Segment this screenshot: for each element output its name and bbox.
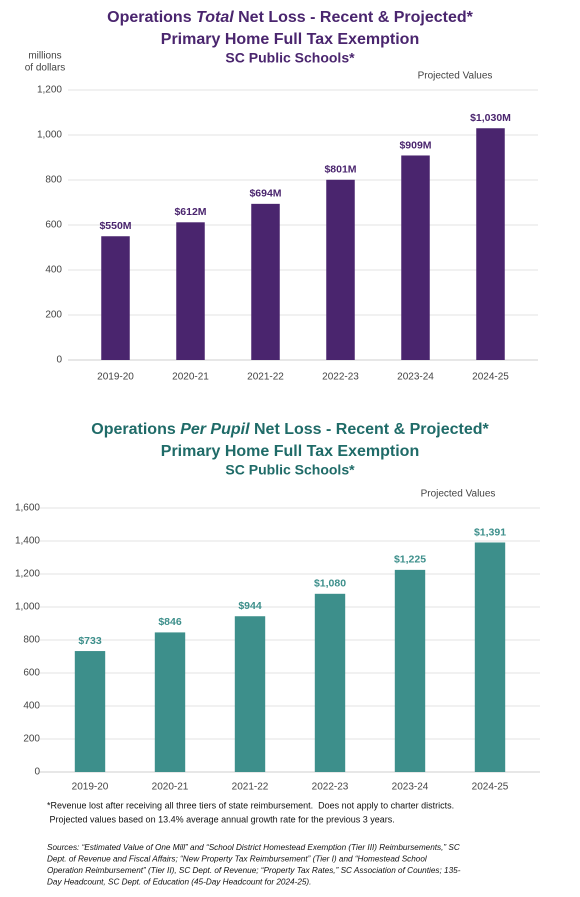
chart-subtitle: SC Public Schools* — [225, 462, 355, 478]
data-label: $846 — [158, 616, 182, 628]
y-tick-label: 1,000 — [37, 130, 62, 141]
x-tick-label: 2020-21 — [152, 782, 189, 793]
source-line: Sources: “Estimated Value of One Mill” a… — [47, 843, 460, 852]
y-tick-label: 1,200 — [15, 569, 40, 580]
bar — [251, 203, 280, 360]
data-label: $1,030M — [470, 112, 511, 124]
y-tick-label: 400 — [23, 701, 40, 712]
data-label: $801M — [324, 164, 356, 176]
y-axis-label: millions — [28, 51, 61, 62]
footnote: Projected values based on 13.4% average … — [47, 814, 395, 824]
bar — [326, 179, 355, 360]
y-tick-label: 1,200 — [37, 85, 62, 96]
y-tick-label: 200 — [45, 310, 62, 321]
x-tick-label: 2022-23 — [312, 782, 349, 793]
title-part: Total — [196, 9, 234, 26]
annotation: Projected Values — [421, 489, 496, 500]
bar — [154, 632, 186, 772]
bar — [394, 569, 426, 772]
y-tick-label: 800 — [23, 635, 40, 646]
y-tick-label: 0 — [56, 355, 62, 366]
y-tick-label: 200 — [23, 734, 40, 745]
y-tick-label: 600 — [45, 220, 62, 231]
data-label: $612M — [174, 206, 206, 218]
data-label: $1,391 — [474, 526, 506, 538]
y-tick-label: 0 — [34, 767, 40, 778]
bar — [74, 651, 106, 772]
title-part: Net Loss - Recent & Projected* — [234, 9, 474, 26]
source-line: Day Headcount, SC Dept. of Education (45… — [47, 878, 311, 887]
bar — [474, 542, 506, 772]
y-axis-label: of dollars — [25, 63, 66, 74]
data-label: $550M — [99, 220, 131, 232]
bar — [314, 593, 346, 772]
y-tick-label: 1,000 — [15, 602, 40, 613]
title-part: Per Pupil — [180, 421, 250, 438]
x-tick-label: 2023-24 — [397, 372, 434, 383]
annotation: Projected Values — [418, 71, 493, 82]
source-line: Operation Reimbursement” (Tier II), SC D… — [47, 866, 461, 875]
y-tick-label: 600 — [23, 668, 40, 679]
chart-subtitle: Primary Home Full Tax Exemption — [161, 31, 419, 48]
bar — [101, 236, 130, 360]
chart-title: Operations Total Net Loss - Recent & Pro… — [107, 9, 473, 26]
footnote: *Revenue lost after receiving all three … — [47, 800, 454, 810]
y-tick-label: 1,400 — [15, 536, 40, 547]
data-label: $1,225 — [394, 554, 426, 566]
y-tick-label: 400 — [45, 265, 62, 276]
x-tick-label: 2021-22 — [247, 372, 284, 383]
bar — [401, 155, 430, 360]
bar — [476, 128, 505, 360]
x-tick-label: 2019-20 — [72, 782, 109, 793]
x-tick-label: 2024-25 — [472, 372, 509, 383]
bar — [176, 222, 205, 360]
chart-title: Operations Per Pupil Net Loss - Recent &… — [91, 421, 489, 438]
data-label: $944 — [238, 600, 262, 612]
data-label: $1,080 — [314, 578, 346, 590]
title-part: Net Loss - Recent & Projected* — [250, 421, 490, 438]
bar — [234, 616, 266, 772]
x-tick-label: 2020-21 — [172, 372, 209, 383]
x-tick-label: 2023-24 — [392, 782, 429, 793]
x-tick-label: 2022-23 — [322, 372, 359, 383]
y-tick-label: 1,600 — [15, 503, 40, 514]
data-label: $733 — [78, 635, 102, 647]
source-line: Dept. of Revenue and Fiscal Affairs; “Ne… — [47, 855, 427, 864]
x-tick-label: 2024-25 — [472, 782, 509, 793]
y-tick-label: 800 — [45, 175, 62, 186]
title-part: Operations — [107, 9, 196, 26]
data-label: $909M — [399, 139, 431, 151]
data-label: $694M — [249, 188, 281, 200]
chart-subtitle: Primary Home Full Tax Exemption — [161, 443, 419, 460]
x-tick-label: 2019-20 — [97, 372, 134, 383]
chart-subtitle: SC Public Schools* — [225, 50, 355, 66]
title-part: Operations — [91, 421, 180, 438]
x-tick-label: 2021-22 — [232, 782, 269, 793]
